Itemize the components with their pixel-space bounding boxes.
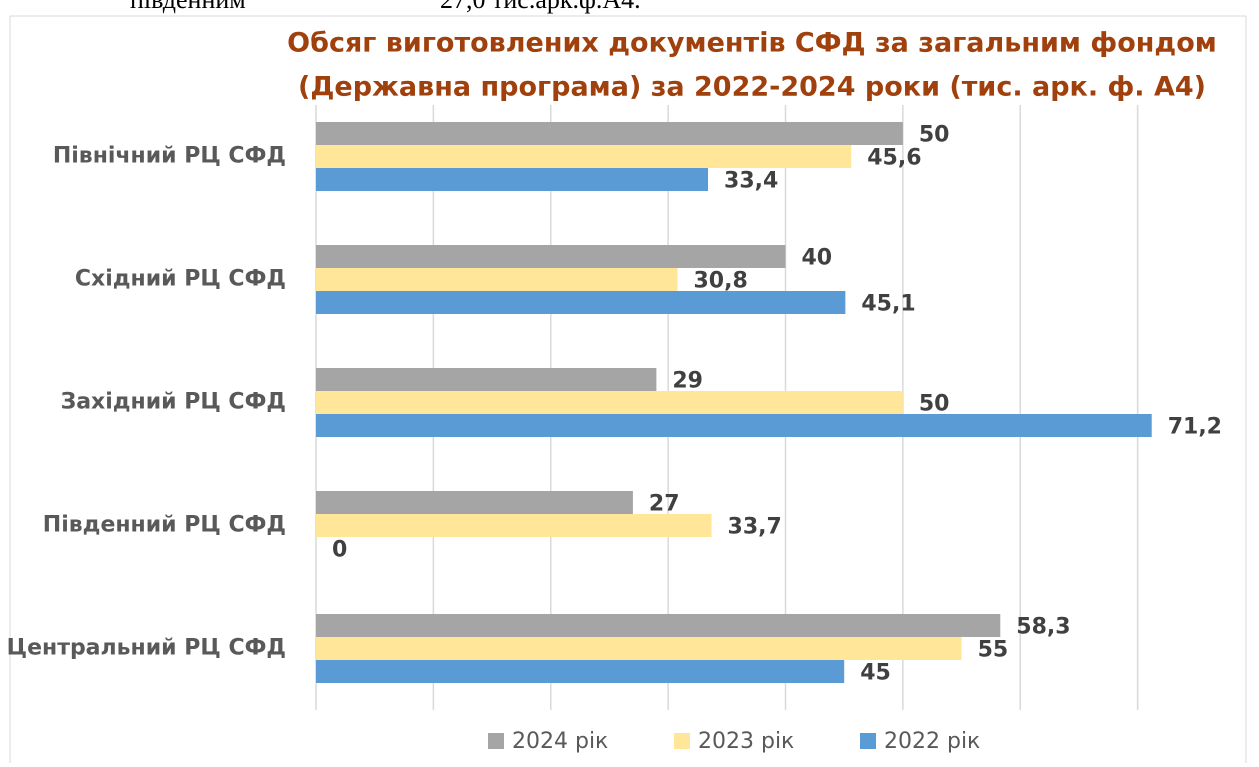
value-label: 33,7 — [728, 515, 782, 540]
value-label: 40 — [802, 246, 833, 271]
value-label: 0 — [332, 538, 347, 563]
value-label: 58,3 — [1016, 615, 1070, 640]
chart-title: (Державна програма) за 2022-2024 роки (т… — [298, 72, 1206, 103]
bar — [316, 491, 633, 514]
bar — [316, 414, 1152, 437]
bar — [316, 291, 846, 314]
y-tick-label: Західний РЦ СФД — [61, 390, 286, 415]
value-label: 45 — [860, 661, 891, 686]
chart-title: Обсяг виготовлених документів СФД за заг… — [287, 28, 1217, 59]
y-tick-label: Південний РЦ СФД — [43, 513, 286, 538]
value-label: 45,6 — [867, 146, 921, 171]
legend-label: 2023 рік — [698, 729, 794, 754]
value-label: 29 — [672, 369, 703, 394]
legend-swatch — [674, 733, 690, 749]
bar — [316, 268, 678, 291]
bar — [316, 145, 852, 168]
value-label: 33,4 — [724, 169, 778, 194]
bar — [316, 514, 712, 537]
legend-label: 2024 рік — [512, 729, 608, 754]
bar — [316, 637, 962, 660]
value-label: 30,8 — [694, 269, 748, 294]
y-tick-label: Центральний РЦ СФД — [7, 636, 286, 661]
value-label: 71,2 — [1168, 415, 1222, 440]
value-label: 50 — [919, 123, 950, 148]
value-label: 55 — [978, 638, 1009, 663]
bar — [316, 122, 903, 145]
bar — [316, 245, 786, 268]
y-tick-label: Північний РЦ СФД — [53, 144, 286, 169]
bar — [316, 368, 657, 391]
bar — [316, 614, 1001, 637]
y-tick-label: Східний РЦ СФД — [75, 267, 286, 292]
value-label: 27 — [649, 492, 680, 517]
legend-swatch — [860, 733, 876, 749]
bar — [316, 391, 903, 414]
bar — [316, 660, 845, 683]
document-text: 27,0 тис.арк.ф.А4. — [440, 0, 641, 14]
document-text: південним — [130, 0, 246, 14]
value-label: 45,1 — [861, 292, 915, 317]
legend-swatch — [488, 733, 504, 749]
value-label: 50 — [919, 392, 950, 417]
legend-label: 2022 рік — [884, 729, 980, 754]
bar — [316, 168, 709, 191]
